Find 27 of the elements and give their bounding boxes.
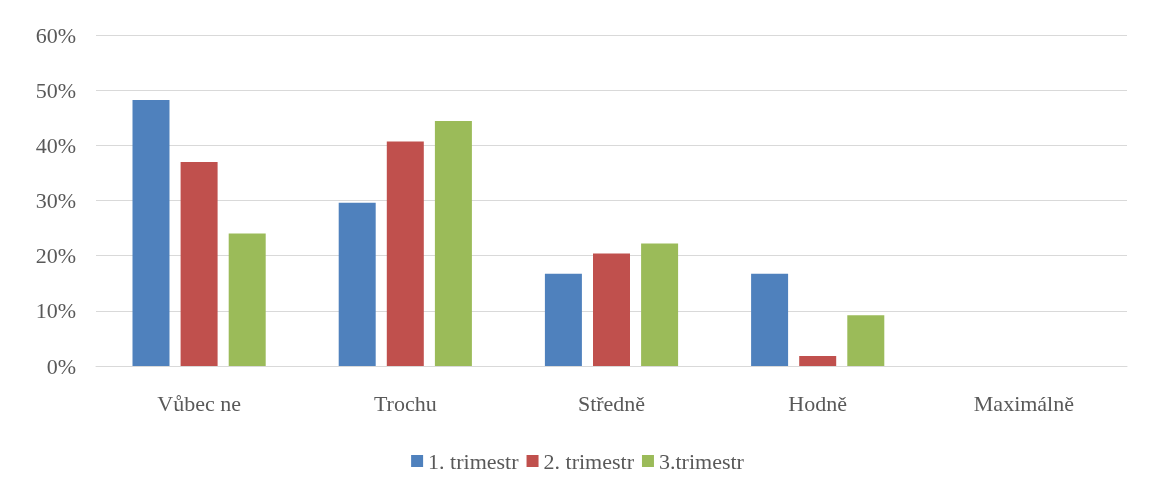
- bar: [799, 356, 837, 366]
- x-tick-label: Maximálně: [973, 390, 1074, 416]
- y-tick-label: 50%: [35, 77, 76, 103]
- y-tick-label: 20%: [35, 243, 76, 269]
- legend-label: 3.trimestr: [658, 448, 745, 474]
- bar: [180, 161, 218, 366]
- x-tick-label: Středně: [577, 390, 646, 416]
- bar: [386, 141, 424, 366]
- y-tick-label: 40%: [35, 132, 76, 158]
- legend-label: 1. trimestr: [428, 448, 520, 474]
- bar: [641, 243, 679, 366]
- bar: [132, 100, 170, 366]
- legend-label: 2. trimestr: [543, 448, 635, 474]
- y-tick-label: 30%: [35, 188, 76, 213]
- bar: [434, 121, 472, 366]
- x-tick-label: Vůbec ne: [157, 390, 241, 416]
- bar: [593, 253, 630, 366]
- y-tick-label: 60%: [35, 22, 76, 48]
- bar: [847, 315, 885, 366]
- bar: [338, 202, 376, 366]
- bar: [751, 273, 789, 366]
- y-tick-label: 10%: [35, 298, 76, 324]
- bar: [228, 233, 266, 366]
- x-tick-label: Trochu: [373, 390, 437, 416]
- y-tick-label: 0%: [46, 353, 76, 379]
- x-tick-label: Hodně: [788, 390, 848, 416]
- bar: [544, 273, 582, 366]
